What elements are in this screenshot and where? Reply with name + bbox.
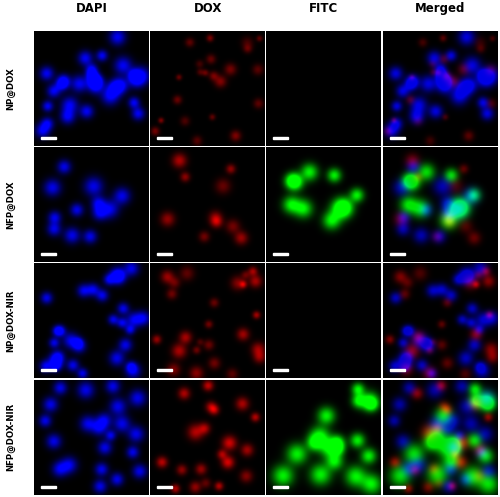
Bar	[274, 137, 288, 139]
Text: NFP@DOX-NIR: NFP@DOX-NIR	[6, 403, 16, 471]
Text: DOX: DOX	[194, 2, 222, 15]
Bar	[41, 253, 56, 255]
Bar	[157, 486, 172, 488]
Bar	[274, 369, 288, 371]
Text: Merged: Merged	[415, 2, 466, 15]
Text: NFP@DOX: NFP@DOX	[6, 180, 16, 229]
Bar	[157, 253, 172, 255]
Bar	[41, 137, 56, 139]
Bar	[274, 486, 288, 488]
Bar	[157, 369, 172, 371]
Text: NP@DOX: NP@DOX	[6, 67, 16, 110]
Bar	[390, 253, 404, 255]
Text: DAPI: DAPI	[76, 2, 108, 15]
Bar	[157, 137, 172, 139]
Bar	[390, 486, 404, 488]
Bar	[390, 369, 404, 371]
Bar	[41, 486, 56, 488]
Bar	[41, 369, 56, 371]
Text: FITC: FITC	[309, 2, 338, 15]
Bar	[390, 137, 404, 139]
Bar	[274, 253, 288, 255]
Text: NP@DOX-NIR: NP@DOX-NIR	[6, 290, 16, 352]
